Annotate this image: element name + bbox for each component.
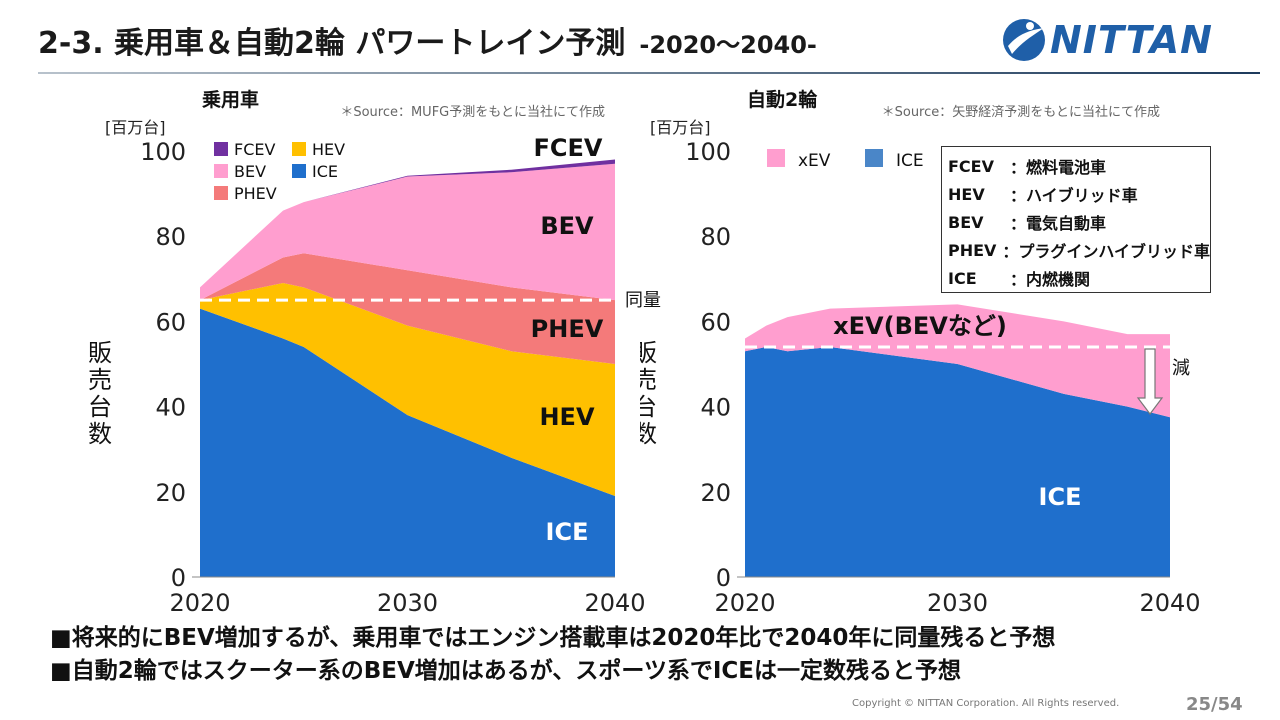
glossary-row: FCEV ：燃料電池車 xyxy=(948,152,1210,180)
glossary-row: BEV ：電気自動車 xyxy=(948,208,1210,236)
page-number: 25/54 xyxy=(1186,694,1243,715)
legend-label-phev: PHEV xyxy=(234,184,277,203)
c1-areas xyxy=(200,159,615,577)
glossary-value: ：ハイブリッド車 xyxy=(1010,186,1138,205)
label-ice: ICE xyxy=(546,518,589,546)
legend-label-bev: BEV xyxy=(234,162,266,181)
company-logo: NITTAN xyxy=(1000,14,1260,66)
legend-swatch-ice xyxy=(292,164,306,178)
source-note: ＊Source：MUFG予測をもとに当社にて作成 xyxy=(340,104,605,120)
y-tick-label: 20 xyxy=(155,479,186,507)
y-tick-label: 100 xyxy=(140,138,186,166)
logo-icon xyxy=(1003,19,1045,61)
y-tick-label: 40 xyxy=(155,394,186,422)
x-tick-label: 2040 xyxy=(1139,589,1200,617)
y-tick-label: 0 xyxy=(716,564,731,592)
y-tick-label: 40 xyxy=(700,394,731,422)
y-tick-label: 80 xyxy=(700,223,731,251)
page-title: 2-3. 乗用車＆自動2輪 パワートレイン予測 -2020～2040- xyxy=(38,18,817,62)
c1-labels: FCEV BEV PHEV HEV ICE 同量 FCEV HEV BEV ICE PHEV xyxy=(200,134,661,546)
glossary-key: HEV xyxy=(948,184,985,204)
reduction-label: 減 xyxy=(1172,358,1190,379)
glossary-key: FCEV xyxy=(948,156,994,176)
x-tick-label: 2030 xyxy=(927,589,988,617)
glossary-row: PHEV ：プラグインハイブリッド車 xyxy=(948,236,1210,264)
unit-label: [百万台] xyxy=(650,118,711,137)
label-hev: HEV xyxy=(539,403,594,431)
x-tick-label: 2020 xyxy=(714,589,775,617)
y-tick-label: 0 xyxy=(171,564,186,592)
reference-label: 同量 xyxy=(625,290,661,311)
y-axis-label: 台 xyxy=(640,393,657,421)
chart-title: 乗用車 xyxy=(202,88,259,111)
glossary-value: ：プラグインハイブリッド車 xyxy=(1002,242,1210,261)
legend-label-fcev: FCEV xyxy=(234,140,275,159)
label-phev: PHEV xyxy=(531,315,604,343)
legend-swatch-hev xyxy=(292,142,306,156)
label-bev: BEV xyxy=(540,212,594,240)
label-fcev: FCEV xyxy=(534,134,603,162)
glossary-key: BEV xyxy=(948,212,984,232)
legend-swatch-phev xyxy=(214,186,228,200)
legend-swatch-ice xyxy=(865,149,883,167)
source-note: ＊Source：矢野経済予測をもとに当社にて作成 xyxy=(882,104,1160,120)
legend-label-xev: xEV xyxy=(798,151,831,171)
y-axis-label: 売 xyxy=(88,366,112,394)
bullet-item: ■将来的にBEV増加するが、乗用車ではエンジン搭載車は2020年比で2040年に… xyxy=(50,625,1056,651)
legend-swatch-fcev xyxy=(214,142,228,156)
x-tick-label: 2040 xyxy=(584,589,645,617)
y-tick-label: 100 xyxy=(685,138,731,166)
glossary-row: HEV ：ハイブリッド車 xyxy=(948,180,1210,208)
glossary-value: ：内燃機関 xyxy=(1010,270,1091,289)
title-divider xyxy=(38,72,1260,74)
c2-labels: xEV(BEVなど) ICE 減 xEV ICE xyxy=(745,149,1190,511)
glossary-box: FCEV ：燃料電池車 HEV ：ハイブリッド車 BEV ：電気自動車 PHEV ：プラ… xyxy=(941,146,1211,293)
area-ice xyxy=(745,346,1170,577)
y-axis-label: 販 xyxy=(640,339,657,367)
y-axis-label: 数 xyxy=(88,420,112,448)
reduction-arrow-icon xyxy=(1136,348,1164,415)
glossary-row: ICE ：内燃機関 xyxy=(948,264,1210,292)
label-xev: xEV(BEVなど) xyxy=(833,312,1007,340)
chart-title: 自動2輪 xyxy=(747,88,818,111)
legend-label-hev: HEV xyxy=(312,140,345,159)
c2-areas xyxy=(745,304,1170,577)
unit-label: [百万台] xyxy=(105,118,166,137)
area-ice xyxy=(200,308,615,577)
logo-wordmark: NITTAN xyxy=(1050,18,1213,62)
title-text: 2-3. 乗用車＆自動2輪 パワートレイン予測 xyxy=(38,26,626,61)
x-tick-label: 2030 xyxy=(377,589,438,617)
area-bev xyxy=(200,163,615,301)
area-phev xyxy=(200,253,615,364)
legend-swatch-xev xyxy=(767,149,785,167)
y-axis-label: 売 xyxy=(640,366,657,394)
glossary-value: ：燃料電池車 xyxy=(1010,158,1107,177)
legend-label-ice: ICE xyxy=(896,151,924,171)
y-tick-label: 60 xyxy=(700,308,731,336)
y-tick-label: 80 xyxy=(155,223,186,251)
bullet-item: ■自動2輪ではスクーター系のBEV増加はあるが、スポーツ系でICEは一定数残ると… xyxy=(50,658,962,684)
y-tick-label: 60 xyxy=(155,308,186,336)
legend-label-ice: ICE xyxy=(312,162,338,181)
summary-bullets: ■将来的にBEV増加するが、乗用車ではエンジン搭載車は2020年比で2040年に… xyxy=(50,622,1055,688)
y-axis-label: 台 xyxy=(88,393,112,421)
legend-swatch-bev xyxy=(214,164,228,178)
y-axis-label: 数 xyxy=(640,420,657,448)
glossary-value: ：電気自動車 xyxy=(1010,214,1107,233)
glossary-key: ICE xyxy=(948,268,977,288)
y-tick-label: 20 xyxy=(700,479,731,507)
y-axis-label: 販 xyxy=(88,339,112,367)
x-tick-label: 2020 xyxy=(169,589,230,617)
copyright-text: Copyright © NITTAN Corporation. All Righ… xyxy=(852,698,1120,709)
title-subtitle: -2020～2040- xyxy=(639,31,817,59)
label-ice: ICE xyxy=(1039,483,1082,511)
area-hev xyxy=(200,283,615,497)
glossary-key: PHEV xyxy=(948,240,997,260)
area-xev xyxy=(745,304,1170,418)
